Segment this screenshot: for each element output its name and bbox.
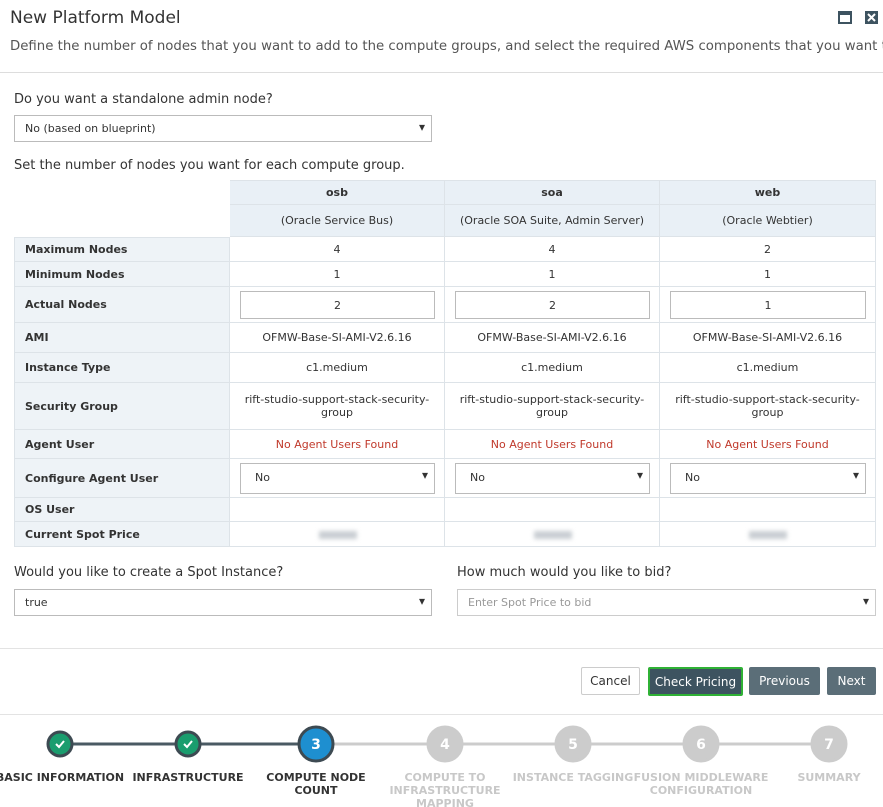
- table-cell: 1: [445, 262, 660, 287]
- table-cell: 2: [660, 237, 876, 262]
- blurred-price: [533, 531, 572, 539]
- table-cell: 4: [445, 237, 660, 262]
- table-cell: [660, 498, 876, 522]
- step-current: [297, 725, 335, 763]
- table-cell: [445, 498, 660, 522]
- admin-node-label: Do you want a standalone admin node?: [14, 92, 273, 107]
- table-cell: [445, 287, 660, 323]
- table-cell: c1.medium: [445, 353, 660, 383]
- divider: [0, 72, 883, 73]
- step-number: 5: [568, 737, 578, 753]
- divider: [0, 648, 883, 649]
- agent-select[interactable]: No: [670, 463, 866, 494]
- column-description: (Oracle Service Bus): [230, 205, 445, 237]
- window-controls[interactable]: [838, 11, 878, 25]
- row-label: OS User: [14, 498, 230, 522]
- column-name: osb: [230, 180, 445, 205]
- blurred-price: [749, 531, 787, 539]
- bid-input[interactable]: Enter Spot Price to bid: [457, 589, 876, 616]
- step-number: 6: [696, 737, 706, 753]
- table-cell: [230, 498, 445, 522]
- table-cell: [445, 522, 660, 547]
- row-label: Security Group: [14, 383, 230, 430]
- step-label: SUMMARY: [797, 771, 861, 784]
- dialog-title: New Platform Model: [10, 8, 181, 28]
- dialog-description: Define the number of nodes that you want…: [10, 39, 883, 54]
- step-todo: [554, 725, 592, 763]
- step-label: FUSION MIDDLEWARE CONFIGURATION: [633, 771, 769, 797]
- row-label: Actual Nodes: [14, 287, 230, 323]
- table-cell: [230, 459, 445, 498]
- step-label: INSTANCE TAGGING: [512, 771, 634, 784]
- step-todo: [682, 725, 720, 763]
- wizard-steps: 3 4 5 6 7: [46, 725, 848, 763]
- next-button[interactable]: Next: [827, 667, 876, 695]
- row-label: Configure Agent User: [14, 459, 230, 498]
- step-todo: [426, 725, 464, 763]
- column-name: web: [660, 180, 876, 205]
- table-cell: OFMW-Base-SI-AMI-V2.6.16: [445, 323, 660, 353]
- agent-select[interactable]: No: [240, 463, 435, 494]
- step-label: BASIC INFORMATION: [0, 771, 125, 784]
- table-cell: c1.medium: [230, 353, 445, 383]
- row-label: Agent User: [14, 430, 230, 459]
- number-input[interactable]: 2: [240, 291, 435, 319]
- step-number: 4: [440, 737, 450, 753]
- table-cell: 1: [230, 262, 445, 287]
- admin-node-select[interactable]: No (based on blueprint): [14, 115, 432, 142]
- table-cell: OFMW-Base-SI-AMI-V2.6.16: [230, 323, 445, 353]
- cancel-button[interactable]: Cancel: [581, 667, 640, 695]
- table-cell: [660, 522, 876, 547]
- table-cell: 1: [660, 262, 876, 287]
- row-label: Instance Type: [14, 353, 230, 383]
- table-cell: [230, 287, 445, 323]
- row-label: Maximum Nodes: [14, 237, 230, 262]
- table-cell: [445, 459, 660, 498]
- step-number: 7: [824, 737, 834, 753]
- table-cell: No Agent Users Found: [230, 430, 445, 459]
- number-input[interactable]: 1: [670, 291, 866, 319]
- previous-button[interactable]: Previous: [749, 667, 820, 695]
- table-cell: c1.medium: [660, 353, 876, 383]
- step-done: [174, 730, 202, 758]
- check-pricing-button[interactable]: Check Pricing: [648, 667, 743, 696]
- spot-select[interactable]: true: [14, 589, 432, 616]
- check-icon: [183, 740, 193, 749]
- table-cell: [230, 522, 445, 547]
- table-cell: No Agent Users Found: [445, 430, 660, 459]
- row-label: Minimum Nodes: [14, 262, 230, 287]
- step-label: COMPUTE NODE COUNT: [266, 771, 366, 797]
- step-done: [46, 730, 74, 758]
- column-description: (Oracle Webtier): [660, 205, 876, 237]
- step-todo: [810, 725, 848, 763]
- column-description: (Oracle SOA Suite, Admin Server): [445, 205, 660, 237]
- agent-select[interactable]: No: [455, 463, 650, 494]
- table-cell: rift-studio-support-stack-security-group: [660, 383, 876, 430]
- number-input[interactable]: 2: [455, 291, 650, 319]
- table-cell: No Agent Users Found: [660, 430, 876, 459]
- table-cell: rift-studio-support-stack-security-group: [230, 383, 445, 430]
- row-label: AMI: [14, 323, 230, 353]
- table-cell: OFMW-Base-SI-AMI-V2.6.16: [660, 323, 876, 353]
- check-icon: [55, 740, 65, 749]
- spot-label: Would you like to create a Spot Instance…: [14, 565, 284, 580]
- bid-label: How much would you like to bid?: [457, 565, 672, 580]
- step-number: 3: [311, 737, 321, 753]
- column-name: soa: [445, 180, 660, 205]
- groups-label: Set the number of nodes you want for eac…: [14, 158, 405, 173]
- blurred-price: [318, 531, 357, 539]
- table-cell: rift-studio-support-stack-security-group: [445, 383, 660, 430]
- divider: [0, 714, 883, 715]
- step-label: COMPUTE TO INFRASTRUCTURE MAPPING: [389, 771, 501, 807]
- step-label: INFRASTRUCTURE: [132, 771, 244, 784]
- table-cell: [660, 287, 876, 323]
- row-label: Current Spot Price: [14, 522, 230, 547]
- table-cell: 4: [230, 237, 445, 262]
- table-cell: [660, 459, 876, 498]
